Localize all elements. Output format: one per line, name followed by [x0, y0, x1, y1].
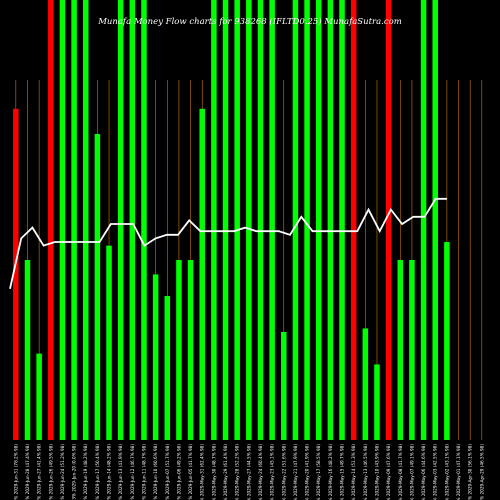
x-tick-label: 9.07% 2029-May-31 (62.4% 98): [200, 444, 205, 500]
x-tick-label: 1.58% 2029-May-28 (52.2% 98): [235, 444, 240, 500]
x-tick-label: 8.25% 2029-Jun-26 (49.5% 98): [48, 444, 53, 500]
x-tick-label: 5.58% 2029-May-13 (46.5% 98): [363, 444, 368, 500]
bar: [385, 0, 392, 440]
x-tick-label: 1.87% 2029-Jun-28 (47.4% 98): [25, 444, 30, 500]
bar: [176, 260, 182, 440]
x-tick-label: 8.46% 2029-May-15 (49.7% 98): [340, 444, 345, 500]
x-tick-label: 1.24% 2029-May-02 (43.1% 98): [444, 444, 449, 500]
bar: [152, 274, 159, 440]
x-tick-label: 0.0% 2029-May-20 (41.9% 98): [305, 444, 310, 500]
x-tick-label: 9.27% 2029-May-03 (42.5% 98): [433, 444, 438, 500]
bar: [94, 134, 101, 440]
x-tick-label: 3.06% 2029-May-16 (48.2% 98): [328, 444, 333, 500]
x-tick-label: 9.53% 2029-May-27 (44.5% 98): [246, 444, 251, 500]
bar: [199, 108, 205, 441]
bar: [82, 0, 89, 440]
x-tick-label: 5.65% 2029-Jun-17 (50.4% 98): [95, 444, 100, 500]
x-tick-label: 4.54% 2029-May-22 (51.6% 98): [281, 444, 286, 500]
x-tick-label: 1.64% 2029-May-30 (48.7% 98): [211, 444, 216, 500]
x-tick-label: 2.78% 2029-May-10 (43.9% 98): [374, 444, 379, 500]
x-tick-label: 4.03% 2029-May-08 (41.7% 98): [398, 444, 403, 500]
x-tick-label: 0.0% 2029-May-23 (45.1% 98): [270, 444, 275, 500]
bar: [420, 0, 427, 440]
bar: [164, 296, 171, 440]
bar: [281, 332, 287, 440]
bar: [350, 0, 357, 440]
bar: [141, 0, 147, 440]
x-tick-label: 3.96% 2029-Jun-10 (60.6% 98): [153, 444, 158, 500]
x-tick-label: 0.0% 2029-May-29 (61.4% 98): [223, 444, 228, 500]
x-tick-label: 0.0% 2029-Jun-06 (49.2% 98): [176, 444, 181, 500]
x-tick-label: 0.0% 2029-May-01 (47.1% 98): [456, 444, 461, 500]
chart-title: Munafa Money Flow charts for 938268 (IFL…: [97, 16, 402, 27]
x-tick-label: 2.27% 2029-Jun-12 (46.7% 98): [130, 444, 135, 500]
x-tick-label: 6.37% 2029-Jun-19 (48.2% 98): [83, 444, 88, 500]
bar: [444, 242, 450, 440]
bar: [374, 364, 380, 440]
x-tick-label: 6.83% 2029-May-09 (47.6% 98): [386, 444, 391, 500]
bar: [129, 0, 136, 440]
bar: [222, 0, 229, 440]
x-tick-label: 0.0% 2029-Jun-14 (48.2% 98): [107, 444, 112, 500]
x-tick-label: 0.0% 2029-Jun-27 (41.4% 98): [37, 444, 42, 500]
bar: [246, 0, 252, 440]
x-tick-label: 7.21% 2029-May-21 (47.9% 98): [293, 444, 298, 500]
bar: [48, 0, 54, 440]
x-tick-label: 0.0% 2029-Jun-11 (48.7% 98): [141, 444, 146, 500]
x-tick-label: 0.0% 2029-May-07 (49.1% 98): [409, 444, 414, 500]
bar: [71, 0, 77, 440]
bar: [187, 260, 194, 440]
x-tick-label: 2.58% 2029-Jun-24 (51.2% 98): [60, 444, 65, 500]
bar: [257, 0, 264, 440]
bar: [409, 260, 415, 440]
x-tick-labels: 9.04% 2029-Jun-31 (78.2% 98) 1.87% 2029-J…: [13, 444, 484, 500]
bar: [397, 260, 404, 440]
x-tick-label: 4.11% 2029-Jun-07 (51.7% 98): [165, 444, 170, 500]
bar: [432, 0, 438, 440]
x-tick-label: 7.80% 2029-Jun-05 (41.7% 98): [188, 444, 193, 500]
bar: [339, 0, 345, 440]
bar: [117, 0, 124, 440]
bar: [362, 328, 369, 440]
bar: [106, 245, 112, 440]
bar: [36, 353, 42, 440]
line-series: [9, 197, 447, 289]
bar: [24, 260, 31, 440]
bar: [292, 0, 299, 440]
bar: [13, 108, 19, 441]
x-tick-label: 6.94% 2029-May-06 (44.6% 98): [421, 444, 426, 500]
bar: [269, 0, 275, 440]
bar: [234, 0, 240, 440]
x-tick-label: 9.80% 2029-Jun-13 (41.9% 98): [118, 444, 123, 500]
x-tick-label: 6.76% 2029-May-17 (58.5% 98): [316, 444, 321, 500]
x-tick-label: 9.32% 2029-Apr-30 (56.1% 98): [468, 444, 473, 500]
bar: [59, 0, 66, 440]
x-tick-label: 7.53% 2029-Jun-20 (0.0% 98): [72, 444, 77, 500]
bar-series: [13, 0, 450, 441]
flow-line: [9, 197, 447, 289]
bar: [211, 0, 217, 440]
x-tick-label: 0.0% 2029-May-14 (51.3% 98): [351, 444, 356, 500]
bar: [304, 0, 310, 440]
x-tick-label: 9.04% 2029-Jun-31 (78.2% 98): [13, 444, 18, 500]
bar: [315, 0, 322, 440]
bar: [327, 0, 334, 440]
x-tick-label: 4.03% 2029-May-24 (60.4% 98): [258, 444, 263, 500]
x-tick-label: 5.64% 2029-Apr-29 (46.5% 98): [479, 444, 484, 500]
